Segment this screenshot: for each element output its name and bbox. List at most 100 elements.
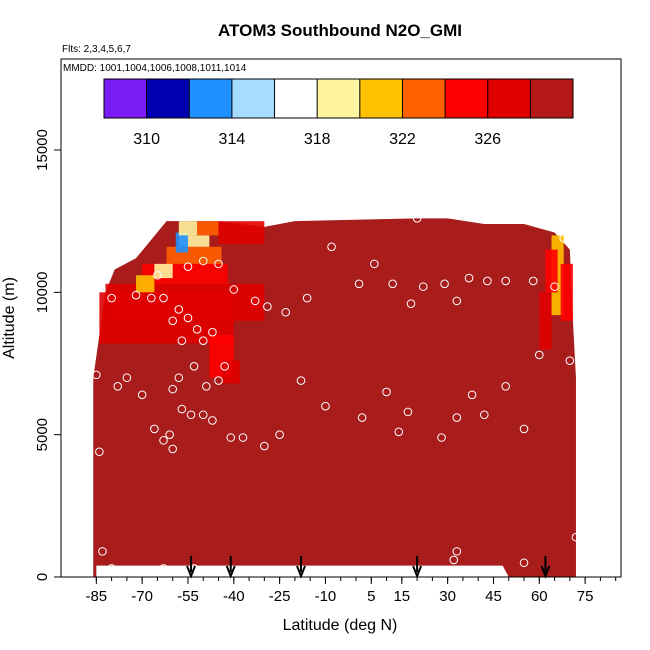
colorbar-swatch bbox=[189, 79, 233, 118]
colorbar: 310 314 318 322 326 bbox=[103, 78, 574, 148]
x-axis-tick-label: 5 bbox=[367, 588, 375, 605]
observation-point bbox=[198, 336, 208, 346]
observation-point bbox=[388, 279, 397, 289]
n2o-field-patch bbox=[221, 360, 240, 384]
observation-point bbox=[107, 564, 116, 573]
observation-point bbox=[174, 373, 184, 383]
x-axis-tick-label: -40 bbox=[223, 588, 245, 605]
colorbar-swatch bbox=[487, 79, 531, 118]
x-axis-tick-label: 75 bbox=[577, 588, 594, 605]
x-axis-tick-label: -70 bbox=[131, 588, 153, 605]
observation-point bbox=[403, 407, 413, 417]
n2o-field-patch bbox=[560, 263, 573, 321]
observation-point bbox=[452, 547, 462, 556]
observation-point bbox=[153, 270, 162, 280]
observation-point bbox=[95, 447, 104, 457]
n2o-field-patch bbox=[154, 263, 173, 279]
observation-point bbox=[480, 410, 489, 420]
observation-point bbox=[382, 387, 391, 397]
surface-arrow-head bbox=[412, 565, 423, 579]
n2o-field-patch bbox=[136, 275, 155, 293]
surface-arrow bbox=[186, 556, 196, 579]
x-axis-tick-label: -25 bbox=[269, 588, 291, 605]
x-axis-tick-label: 45 bbox=[485, 588, 502, 605]
observation-point bbox=[214, 376, 223, 385]
y-axis-tick-label: 0 bbox=[34, 573, 51, 581]
observation-point bbox=[260, 441, 269, 451]
observation-point bbox=[501, 276, 510, 286]
observation-point bbox=[208, 327, 217, 337]
observation-point bbox=[159, 564, 168, 573]
colorbar-swatch bbox=[104, 79, 148, 118]
n2o-field-patch bbox=[178, 235, 210, 247]
observation-point bbox=[464, 273, 474, 283]
n2o-field-patch bbox=[166, 246, 222, 264]
n2o-field-patch bbox=[197, 221, 219, 236]
observation-point bbox=[321, 401, 330, 411]
observation-point bbox=[220, 362, 229, 371]
observation-point bbox=[354, 279, 364, 289]
colorbar-swatch bbox=[146, 79, 190, 118]
chart-title: ATOM3 Southbound N2O_GMI bbox=[218, 21, 462, 40]
n2o-field-patch bbox=[175, 232, 188, 253]
observation-point bbox=[394, 427, 404, 437]
observation-point bbox=[198, 256, 208, 266]
observation-point bbox=[260, 567, 269, 576]
surface-arrow bbox=[412, 556, 423, 579]
observation-point bbox=[421, 567, 431, 576]
observation-point bbox=[177, 336, 187, 346]
observation-point bbox=[168, 316, 177, 326]
observation-point bbox=[98, 547, 107, 556]
colorbar-swatch bbox=[445, 79, 489, 118]
colorbar-swatch bbox=[317, 79, 361, 118]
x-axis-tick-label: 30 bbox=[439, 588, 456, 605]
observation-point bbox=[107, 293, 116, 303]
observation-point bbox=[473, 567, 483, 576]
observation-point bbox=[452, 567, 462, 576]
observation-point bbox=[302, 293, 312, 303]
colorbar-tick-label: 314 bbox=[219, 131, 246, 148]
observation-point bbox=[183, 313, 193, 323]
x-axis-tick-label: -55 bbox=[177, 588, 199, 605]
observation-point bbox=[202, 381, 211, 391]
observation-point bbox=[131, 290, 141, 300]
observation-point bbox=[159, 293, 168, 303]
surface-arrow-head bbox=[186, 565, 196, 579]
observation-point bbox=[406, 299, 416, 309]
colorbar-swatch bbox=[359, 79, 403, 118]
observation-point bbox=[483, 276, 492, 286]
observation-point bbox=[519, 558, 529, 568]
surface-arrow bbox=[225, 556, 236, 579]
colorbar-swatch bbox=[231, 79, 276, 118]
observation-point bbox=[263, 302, 272, 311]
observation-point bbox=[226, 433, 236, 442]
observation-point bbox=[189, 362, 199, 371]
surface-arrow-head bbox=[296, 565, 306, 579]
x-axis-tick-label: 60 bbox=[531, 588, 548, 605]
observation-point bbox=[370, 259, 379, 269]
observation-point bbox=[168, 384, 177, 394]
plot-area bbox=[92, 214, 581, 579]
y-axis-label: Altitude (m) bbox=[1, 277, 18, 359]
colorbar-swatch bbox=[274, 79, 318, 118]
observation-point bbox=[174, 305, 184, 314]
observation-point bbox=[159, 436, 168, 445]
observation-point bbox=[394, 567, 404, 576]
x-axis-label: Latitude (deg N) bbox=[283, 617, 398, 634]
n2o-field-patch bbox=[545, 249, 558, 293]
observation-point bbox=[501, 381, 510, 391]
surface-arrow-head bbox=[540, 565, 551, 579]
y-axis-tick-label: 15000 bbox=[34, 129, 51, 171]
observation-point bbox=[208, 416, 217, 425]
observation-point bbox=[550, 282, 559, 291]
observation-point bbox=[357, 413, 367, 422]
x-axis-tick-label: -85 bbox=[85, 588, 107, 605]
observation-point bbox=[168, 444, 177, 454]
observation-point bbox=[177, 567, 187, 576]
observation-point bbox=[165, 430, 174, 439]
observation-point bbox=[147, 293, 156, 303]
colorbar-tick-label: 326 bbox=[474, 131, 501, 148]
observation-point bbox=[535, 350, 544, 360]
